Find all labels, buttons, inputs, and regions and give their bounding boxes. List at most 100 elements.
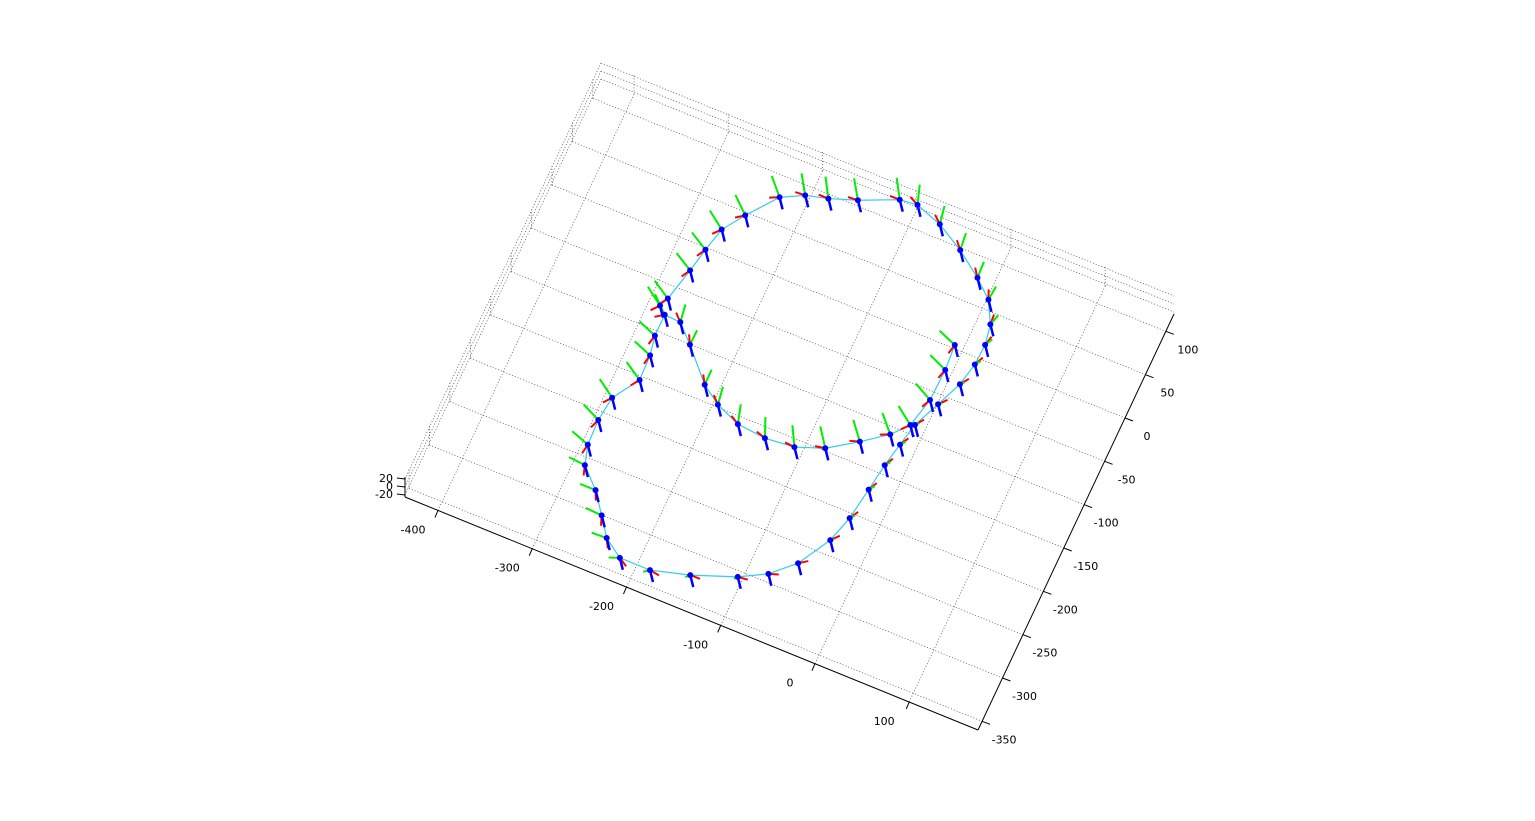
x-tick-label: -200 xyxy=(589,600,614,613)
frame-axis xyxy=(916,184,921,205)
grid-line xyxy=(551,184,1126,419)
pose-marker xyxy=(595,416,602,423)
y-tick xyxy=(1002,677,1011,682)
y-tick-label: 100 xyxy=(1177,343,1198,356)
pose-marker xyxy=(664,295,671,302)
z-tick-label: 20 xyxy=(379,472,393,485)
y-tick-label: -100 xyxy=(1094,517,1119,530)
frame-axis xyxy=(895,177,901,200)
pose-marker xyxy=(647,352,654,359)
y-tick-label: -50 xyxy=(1118,473,1136,486)
frame-axis xyxy=(915,382,931,401)
frame-axis xyxy=(824,176,830,199)
pose-marker xyxy=(686,341,693,348)
x-tick-label: 0 xyxy=(786,677,793,690)
y-tick xyxy=(1165,330,1175,335)
pose-marker xyxy=(765,570,772,577)
pose-marker xyxy=(825,195,832,202)
pose-marker xyxy=(584,441,591,448)
pose-marker xyxy=(742,212,749,219)
frame-axis xyxy=(691,231,707,251)
y-tick-label: 0 xyxy=(1144,430,1151,443)
pose-marker xyxy=(609,394,616,401)
pose-marker xyxy=(687,267,694,274)
grid-line xyxy=(814,247,1012,664)
grid-line xyxy=(600,62,1175,297)
pose-marker xyxy=(791,444,798,451)
pose-marker xyxy=(865,486,872,493)
frame-axis xyxy=(881,412,892,435)
y-tick xyxy=(981,720,991,725)
pose-marker xyxy=(985,296,992,303)
pose-marker xyxy=(701,381,708,388)
frame-axis xyxy=(929,354,946,371)
pose-marker xyxy=(914,201,921,208)
y-tick-label: -200 xyxy=(1053,603,1078,616)
pose-marker xyxy=(581,462,588,469)
pose-marker xyxy=(646,567,653,574)
y-tick-label: -300 xyxy=(1012,690,1037,703)
frame-axis xyxy=(582,403,600,421)
x-tick-label: -300 xyxy=(495,562,520,575)
grid-line xyxy=(531,132,729,549)
pose-marker xyxy=(887,431,894,438)
frame-axis xyxy=(800,173,807,196)
grid-line xyxy=(470,357,1044,592)
x-tick xyxy=(623,586,627,595)
x-tick xyxy=(717,625,722,633)
x-tick xyxy=(905,701,910,710)
frame-axis xyxy=(770,175,781,198)
grid-line xyxy=(572,141,1146,376)
frame-axis xyxy=(647,286,661,307)
pose-marker xyxy=(718,226,725,233)
grid-line xyxy=(429,444,1003,679)
x-tick-label: -100 xyxy=(683,638,708,651)
pose-marker xyxy=(987,321,994,328)
frame-axis xyxy=(709,209,723,231)
frame-axis xyxy=(625,361,641,381)
pose-marker xyxy=(942,367,949,374)
pose-marker xyxy=(677,319,684,326)
pose-marker xyxy=(603,535,610,542)
frame-axis xyxy=(634,340,651,357)
z-tick-label: -20 xyxy=(375,488,393,501)
y-tick-label: -350 xyxy=(992,733,1017,746)
frame-axis xyxy=(675,252,691,272)
grid-line xyxy=(511,271,1085,506)
y-tick xyxy=(1083,504,1093,509)
grid-line xyxy=(490,314,1064,549)
z-tick-label: 0 xyxy=(386,480,393,493)
pose-marker xyxy=(687,572,694,579)
x-tick-label: -400 xyxy=(401,523,426,536)
frame-axis xyxy=(791,425,796,448)
y-tick xyxy=(1124,417,1134,422)
pose-marker xyxy=(854,197,861,204)
y-tick-label: -150 xyxy=(1073,560,1098,573)
pose-marker xyxy=(897,441,904,448)
trajectory xyxy=(584,194,991,578)
z-tick xyxy=(396,493,406,496)
pose-marker xyxy=(592,487,599,494)
pose-marker xyxy=(911,421,918,428)
y-tick-label: 50 xyxy=(1160,387,1174,400)
pose-marker xyxy=(856,438,863,445)
z-tick xyxy=(396,485,406,488)
pose-marker xyxy=(982,341,989,348)
pose-marker xyxy=(714,401,721,408)
y-tick xyxy=(1063,547,1072,552)
frame-axis xyxy=(819,426,827,449)
pose-marker xyxy=(881,462,888,469)
y-tick xyxy=(1145,374,1154,379)
grid-line xyxy=(626,170,823,588)
grid-line xyxy=(720,209,918,626)
pose-marker xyxy=(935,401,942,408)
pose-marker xyxy=(956,381,963,388)
grid-line xyxy=(408,487,983,722)
grid-line xyxy=(449,401,1024,636)
pose-marker xyxy=(761,435,768,442)
pose-marker xyxy=(846,515,853,522)
pose-marker xyxy=(702,246,709,253)
frame-axis xyxy=(716,386,724,405)
pose-marker xyxy=(971,361,978,368)
